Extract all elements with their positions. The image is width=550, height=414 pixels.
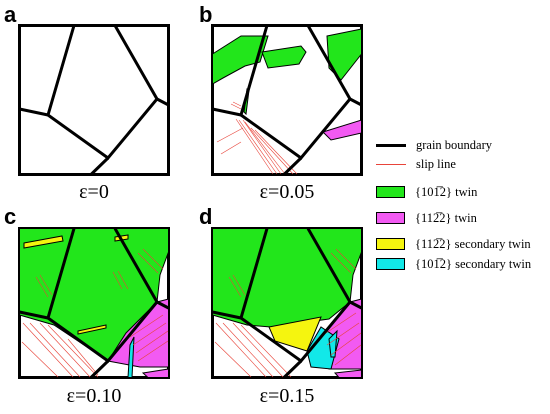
- secondary-1012-swatch: [376, 258, 405, 270]
- panel-d-microstructure: [211, 227, 363, 379]
- panel-a-strain: ε=0: [79, 181, 109, 203]
- panel-c-label: c: [4, 204, 17, 229]
- panel-c-slip-lines: [21, 248, 169, 378]
- panel-d-label: d: [199, 204, 213, 229]
- panel-c-grain-boundaries: [19, 227, 170, 379]
- legend-label-grain-boundary: grain boundary: [416, 137, 493, 152]
- twin-1012-swatch: [376, 186, 405, 198]
- legend-item-secondary-1012: {101̅2} secondary twin: [376, 256, 531, 272]
- grain-boundary-swatch: [376, 143, 406, 147]
- legend-item-slip-line: slip line: [376, 156, 456, 172]
- panel-c-twins-1122: [107, 298, 169, 378]
- legend-item-twin-1122: {112̅2} twin: [376, 210, 477, 226]
- panel-b-microstructure: [211, 24, 363, 176]
- legend-item-secondary-1122: {112̅2} secondary twin: [376, 236, 531, 252]
- panel-d-slip-lines: [214, 248, 362, 378]
- panel-b-twins-1012: [212, 28, 362, 116]
- panel-d-twins-1012: [212, 228, 362, 328]
- panel-c-strain: ε=0.10: [66, 385, 122, 407]
- legend-label-twin-1012: {101̅2} twin: [415, 184, 478, 199]
- panel-b-slip-lines: [216, 101, 298, 175]
- panel-d-secondary-1012: [306, 326, 340, 370]
- panel-a-label: a: [4, 2, 17, 27]
- legend-label-secondary-1122: {112̅2} secondary twin: [415, 236, 531, 251]
- slip-line-swatch: [376, 163, 406, 165]
- panel-b-twin-1122: [322, 119, 362, 141]
- legend-label-twin-1122: {112̅2} twin: [415, 210, 477, 225]
- legend-label-secondary-1012: {101̅2} secondary twin: [415, 256, 532, 271]
- panel-a-frame: [18, 24, 170, 176]
- panel-a-grain-boundaries: [19, 24, 170, 176]
- panel-d-strain: ε=0.15: [259, 385, 315, 407]
- panel-c-microstructure: [18, 227, 170, 379]
- panel-d-grain-boundaries: [212, 227, 363, 379]
- panel-b-strain: ε=0.05: [259, 181, 315, 203]
- twin-1122-swatch: [376, 212, 405, 224]
- legend-item-grain-boundary: grain boundary: [376, 137, 492, 153]
- legend-item-twin-1012: {101̅2} twin: [376, 184, 477, 200]
- legend-label-slip-line: slip line: [416, 156, 456, 171]
- panel-b-label: b: [199, 2, 213, 27]
- secondary-1122-swatch: [376, 238, 405, 250]
- panel-b-grain-boundaries: [212, 24, 363, 176]
- panel-a-microstructure: [18, 24, 170, 176]
- panel-c-secondary-1012: [127, 336, 135, 378]
